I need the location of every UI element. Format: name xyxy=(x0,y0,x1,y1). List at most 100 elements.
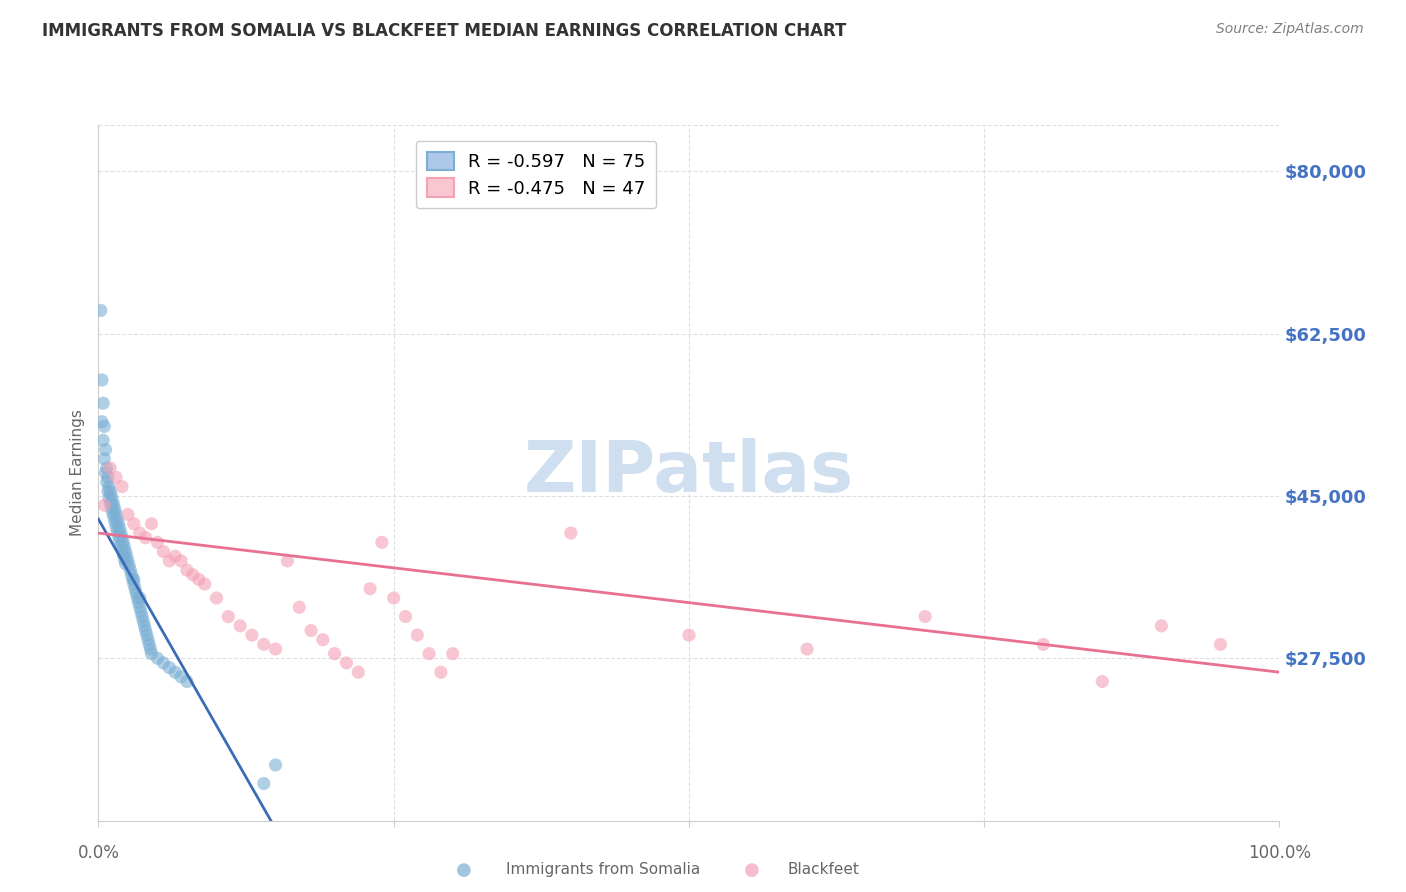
Point xyxy=(98,491,121,505)
Point xyxy=(91,415,114,429)
Text: Immigrants from Somalia: Immigrants from Somalia xyxy=(506,863,700,877)
Point xyxy=(121,573,143,587)
Point xyxy=(111,542,134,557)
Point xyxy=(117,508,139,522)
Point xyxy=(98,484,121,499)
Point xyxy=(146,535,169,549)
Point xyxy=(135,624,157,638)
Point xyxy=(131,609,153,624)
Point xyxy=(127,591,149,605)
Point xyxy=(276,554,298,568)
Point xyxy=(105,512,128,526)
Point xyxy=(118,558,141,573)
Point xyxy=(382,591,405,605)
Point xyxy=(93,498,115,512)
Point xyxy=(394,609,416,624)
Point xyxy=(112,548,135,562)
Point xyxy=(104,515,127,529)
Point xyxy=(1091,674,1114,689)
Point xyxy=(1032,637,1054,651)
Point xyxy=(94,442,117,457)
Point xyxy=(560,526,582,541)
Point xyxy=(176,674,198,689)
Point xyxy=(121,567,143,582)
Point xyxy=(122,573,145,587)
Point xyxy=(264,642,287,657)
Point xyxy=(187,573,209,587)
Point xyxy=(371,535,394,549)
Point xyxy=(335,656,357,670)
Point xyxy=(128,596,150,610)
Point xyxy=(110,538,132,552)
Point xyxy=(110,526,132,541)
Point xyxy=(141,516,163,531)
Legend: R = -0.597   N = 75, R = -0.475   N = 47: R = -0.597 N = 75, R = -0.475 N = 47 xyxy=(416,141,657,209)
Point xyxy=(115,549,138,564)
Point xyxy=(94,466,117,480)
Point xyxy=(141,647,163,661)
Point xyxy=(128,600,150,615)
Point xyxy=(217,609,239,624)
Point xyxy=(138,637,160,651)
Point xyxy=(93,419,115,434)
Point xyxy=(96,475,118,489)
Point xyxy=(104,503,127,517)
Point xyxy=(105,524,128,539)
Point xyxy=(135,531,157,545)
Point xyxy=(132,614,155,628)
Text: 100.0%: 100.0% xyxy=(1249,844,1310,862)
Point xyxy=(914,609,936,624)
Point xyxy=(100,501,122,516)
Point xyxy=(139,642,162,657)
Point xyxy=(114,557,136,571)
Point xyxy=(323,647,346,661)
Point xyxy=(111,480,134,494)
Point xyxy=(91,434,114,448)
Point xyxy=(96,461,118,475)
Point xyxy=(299,624,322,638)
Point xyxy=(128,591,150,605)
Y-axis label: Median Earnings: Median Earnings xyxy=(70,409,86,536)
Point xyxy=(229,619,252,633)
Point xyxy=(1209,637,1232,651)
Point xyxy=(98,496,121,510)
Point xyxy=(181,567,204,582)
Point xyxy=(359,582,381,596)
Point xyxy=(117,554,139,568)
Text: 0.0%: 0.0% xyxy=(77,844,120,862)
Point xyxy=(93,451,115,466)
Text: IMMIGRANTS FROM SOMALIA VS BLACKFEET MEDIAN EARNINGS CORRELATION CHART: IMMIGRANTS FROM SOMALIA VS BLACKFEET MED… xyxy=(42,22,846,40)
Point xyxy=(107,516,129,531)
Point xyxy=(165,549,187,564)
Point xyxy=(406,628,429,642)
Point xyxy=(430,665,453,680)
Point xyxy=(98,461,121,475)
Point xyxy=(103,498,125,512)
Point xyxy=(253,637,276,651)
Point xyxy=(107,529,129,543)
Point xyxy=(157,554,180,568)
Point xyxy=(91,373,114,387)
Point xyxy=(418,647,440,661)
Point xyxy=(91,396,114,410)
Point xyxy=(128,526,150,541)
Point xyxy=(98,480,121,494)
Point xyxy=(120,563,142,577)
Point xyxy=(1150,619,1173,633)
Text: Blackfeet: Blackfeet xyxy=(787,863,859,877)
Point xyxy=(135,628,157,642)
Point xyxy=(136,632,159,647)
Point xyxy=(240,628,263,642)
Point xyxy=(176,563,198,577)
Point xyxy=(122,577,145,591)
Point xyxy=(146,651,169,665)
Text: ZIPatlas: ZIPatlas xyxy=(524,438,853,508)
Point xyxy=(112,552,135,566)
Point xyxy=(347,665,370,680)
Point xyxy=(114,544,136,558)
Point xyxy=(796,642,818,657)
Point xyxy=(264,758,287,772)
Point xyxy=(108,521,131,535)
Point xyxy=(678,628,700,642)
Point xyxy=(152,544,174,558)
